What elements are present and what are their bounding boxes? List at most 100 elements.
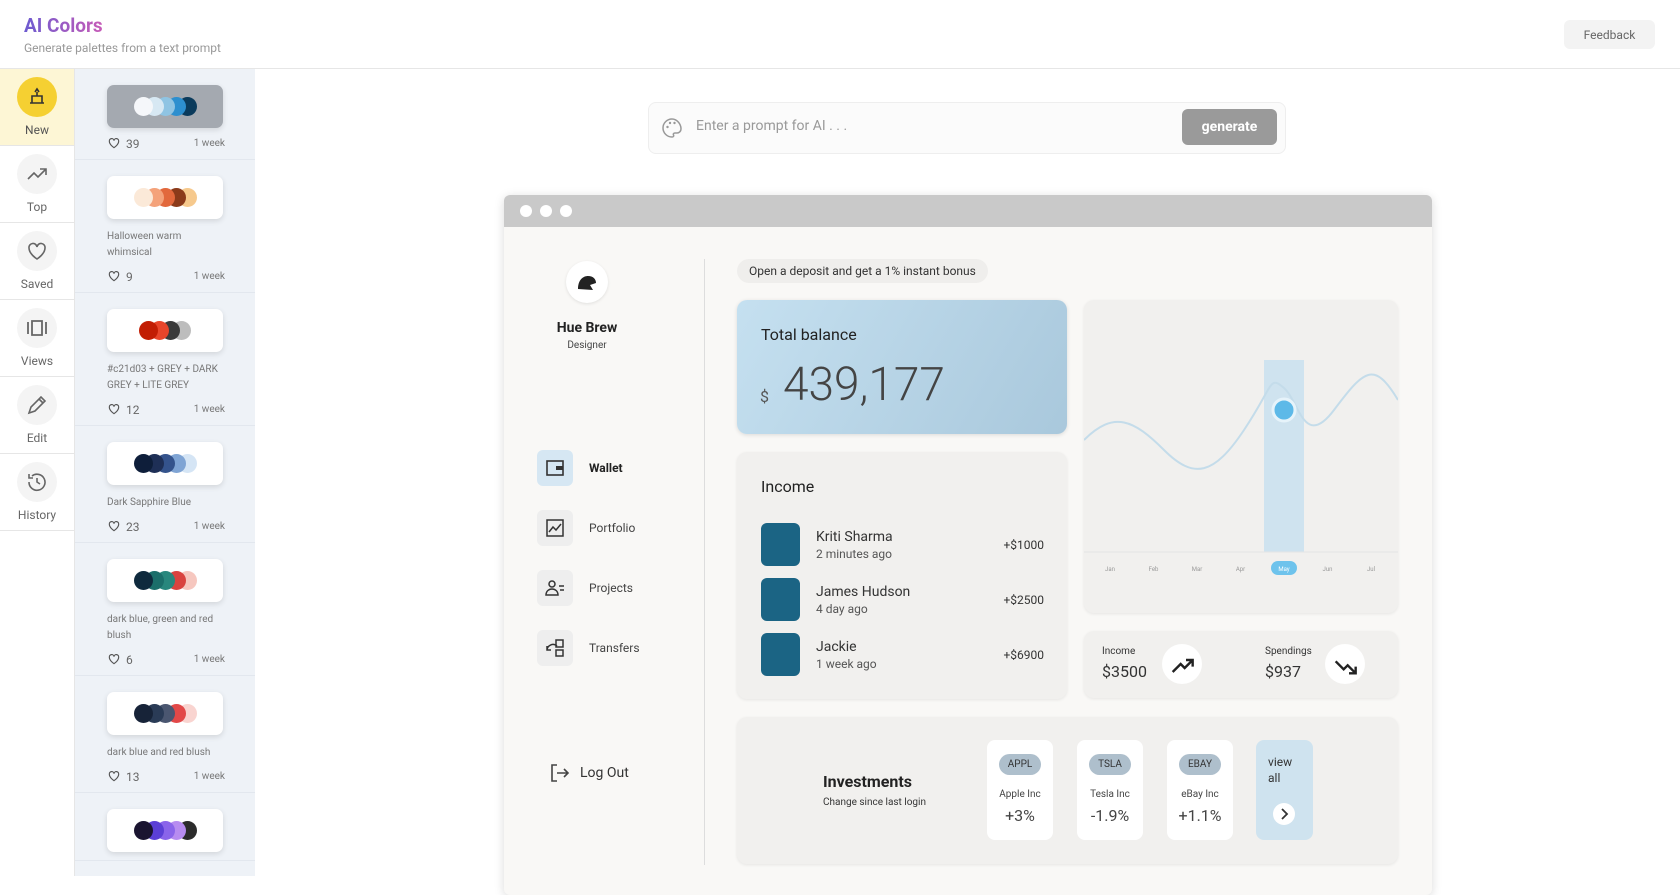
income-icon	[761, 633, 800, 676]
nav-label: Edit	[26, 431, 48, 445]
investment: TSLA Tesla Inc -1.9%	[1077, 740, 1143, 840]
swatch	[133, 188, 153, 207]
highlight	[1264, 360, 1304, 552]
palette-item[interactable]: #c21d03 + GREY + DARK GREY + LITE GREY 12…	[75, 293, 255, 426]
nav-item[interactable]: New	[0, 69, 74, 146]
menu-label: Transfers	[589, 641, 640, 655]
nav-item[interactable]: Views	[0, 300, 74, 377]
view-all-label: view all	[1268, 755, 1293, 785]
palette-label: dark blue and red blush	[107, 747, 211, 758]
likes[interactable]: 12	[107, 402, 140, 417]
swatch-card	[107, 85, 223, 128]
palette-label: Dark Sapphire Blue	[107, 497, 192, 508]
income-icon	[761, 578, 800, 621]
swatch	[133, 97, 153, 116]
icon	[27, 395, 47, 415]
swatch-card	[107, 442, 223, 485]
menu-item[interactable]: Portfolio	[537, 510, 635, 546]
nav-icon	[17, 385, 57, 425]
palette-meta: 39 1 week	[107, 136, 225, 151]
like-count: 13	[126, 770, 140, 784]
summary-label: Income	[1102, 646, 1136, 657]
income-text: Jackie 1 week ago	[816, 639, 877, 671]
change: -1.9%	[1090, 806, 1130, 825]
menu-item[interactable]: Transfers	[537, 630, 640, 666]
swatch	[133, 704, 153, 723]
palette-meta: 6 1 week	[107, 652, 225, 667]
prompt-bar	[648, 102, 1286, 154]
nav-label: Views	[20, 354, 54, 368]
page: AI Colors Generate palettes from a text …	[0, 14, 1680, 876]
month-highlight	[1271, 561, 1297, 575]
palette-item[interactable]: Halloween warm whimsical 9 1 week	[75, 160, 255, 293]
month-label: Feb	[1149, 566, 1159, 573]
age: 1 week	[193, 521, 225, 532]
income-text: Kriti Sharma 2 minutes ago	[816, 529, 893, 561]
palette-icon	[662, 118, 682, 138]
icon	[1334, 660, 1357, 675]
balance-amount: 439,177	[783, 358, 945, 412]
likes[interactable]: 6	[107, 652, 133, 667]
palette-item[interactable]: 39 1 week	[75, 69, 255, 160]
month-label: May	[1278, 566, 1289, 573]
palette-label: Halloween warm whimsical	[107, 231, 182, 258]
ticker: APPL	[998, 754, 1042, 775]
logout-label: Log Out	[580, 765, 629, 781]
chart: Jan Feb Mar Apr May Jun Jul	[1084, 360, 1398, 575]
nav-item[interactable]: History	[0, 454, 74, 531]
likes[interactable]: 9	[107, 269, 133, 284]
heart-icon	[108, 404, 120, 415]
like-count: 12	[126, 403, 140, 417]
income-name: Kriti Sharma	[816, 528, 893, 545]
nav-icon	[17, 231, 57, 271]
window-titlebar	[504, 195, 1432, 227]
likes[interactable]: 23	[107, 519, 140, 534]
app-title: AI Colors	[24, 14, 103, 37]
heart-icon	[108, 138, 120, 149]
investment: EBAY eBay Inc +1.1%	[1167, 740, 1233, 840]
investment: APPL Apple Inc +3%	[987, 740, 1053, 840]
heart-icon	[108, 271, 120, 282]
menu-item[interactable]: Projects	[537, 570, 633, 606]
icon	[545, 580, 564, 596]
change: +1.1%	[1178, 806, 1222, 825]
profile-role: Designer	[567, 340, 607, 351]
palette-item[interactable]	[75, 793, 255, 861]
likes[interactable]: 39	[107, 136, 140, 151]
income-text: James Hudson 4 day ago	[816, 584, 910, 616]
palette-item[interactable]: dark blue, green and red blush 6 1 week	[75, 543, 255, 676]
summary-value: $937	[1265, 662, 1301, 681]
generate-button[interactable]: generate	[1182, 109, 1277, 145]
likes[interactable]: 13	[107, 769, 140, 784]
icon	[30, 87, 44, 104]
nav-item[interactable]: Top	[0, 146, 74, 223]
nav-item[interactable]: Saved	[0, 223, 74, 300]
avatar-icon	[578, 276, 596, 290]
investments-subtitle: Change since last login	[823, 797, 926, 808]
palette-item[interactable]: dark blue and red blush 13 1 week	[75, 676, 255, 793]
logout[interactable]: Log Out	[548, 762, 629, 784]
income-row: Jackie 1 week ago +$6900	[761, 633, 1044, 676]
company: Apple Inc	[999, 789, 1041, 800]
income-row: James Hudson 4 day ago +$2500	[761, 578, 1044, 621]
prompt-input[interactable]: Enter a prompt for AI . . .	[696, 118, 848, 134]
nav-label: New	[25, 123, 49, 137]
feedback-button[interactable]: Feedback	[1564, 20, 1655, 49]
month-label: Mar	[1192, 566, 1203, 573]
ticker: EBAY	[1179, 754, 1221, 775]
view-all[interactable]: view all	[1256, 740, 1313, 840]
income-icon	[761, 523, 800, 566]
nav-icon	[17, 308, 57, 348]
nav-item[interactable]: Edit	[0, 377, 74, 454]
menu-icon	[537, 630, 573, 666]
swatch-card	[107, 309, 223, 352]
swatch	[133, 571, 153, 590]
menu-item[interactable]: Wallet	[537, 450, 623, 486]
palette-item[interactable]: Dark Sapphire Blue 23 1 week	[75, 426, 255, 543]
menu-label: Projects	[589, 581, 633, 595]
age: 1 week	[193, 271, 225, 282]
ticker: TSLA	[1089, 754, 1131, 775]
palette-meta: 12 1 week	[107, 402, 225, 417]
menu-icon	[537, 450, 573, 486]
balance-card	[737, 300, 1067, 434]
